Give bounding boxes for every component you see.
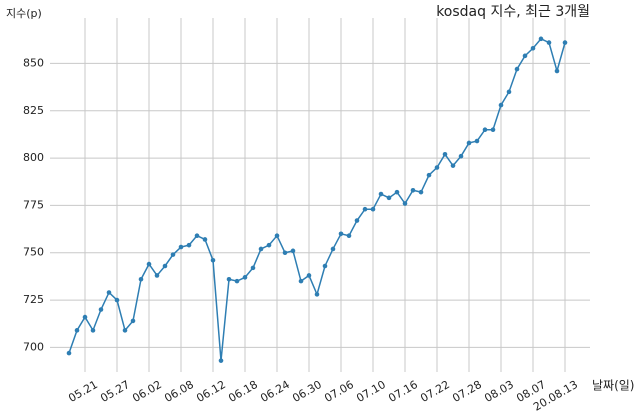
point: [546, 40, 552, 45]
point: [386, 195, 392, 201]
point: [346, 233, 352, 239]
point: [154, 273, 160, 278]
point: [106, 290, 112, 295]
y-tick-label: 825: [23, 104, 44, 117]
point: [90, 328, 96, 333]
x-tick-label: 07.28: [450, 378, 484, 405]
point: [514, 66, 520, 72]
point: [202, 237, 208, 242]
point: [426, 172, 432, 178]
point: [498, 102, 504, 108]
point: [554, 68, 560, 74]
x-tick-label: 05.21: [66, 378, 100, 405]
x-tick-label: 06.30: [290, 378, 324, 405]
point: [290, 248, 296, 254]
point: [362, 206, 368, 212]
point: [442, 151, 448, 157]
point: [210, 258, 216, 263]
x-axis-label: 날짜(일): [592, 379, 634, 393]
x-tick-label: 06.18: [226, 378, 260, 405]
point: [298, 278, 304, 284]
point: [522, 53, 528, 59]
point: [458, 153, 464, 159]
point: [474, 138, 480, 144]
point: [130, 318, 136, 324]
point: [218, 358, 224, 363]
point: [418, 189, 424, 195]
x-tick-label: 07.22: [418, 378, 452, 405]
x-tick-label: 06.12: [194, 378, 228, 405]
point: [250, 265, 256, 271]
point: [178, 244, 184, 250]
y-tick-label: 800: [23, 151, 44, 164]
x-tick-label: 08.03: [482, 378, 516, 405]
point: [466, 140, 472, 146]
point: [490, 127, 496, 132]
y-tick-label: 750: [23, 246, 44, 259]
x-tick-label: 07.16: [386, 378, 420, 405]
point: [506, 89, 512, 95]
point: [434, 165, 440, 170]
point: [66, 350, 72, 356]
chart-title: kosdaq 지수, 최근 3개월: [436, 4, 590, 20]
point: [114, 297, 120, 303]
point: [330, 246, 336, 252]
point: [234, 278, 240, 284]
x-tick-label: 07.06: [322, 378, 356, 405]
y-tick-label: 700: [23, 340, 44, 353]
point: [370, 206, 376, 212]
point: [354, 218, 360, 223]
x-tick-label: 06.24: [258, 378, 292, 405]
point: [450, 163, 456, 168]
point: [242, 275, 248, 280]
point: [258, 246, 264, 252]
point: [146, 261, 152, 267]
point: [314, 292, 320, 297]
point: [274, 233, 280, 239]
point: [226, 276, 232, 282]
x-tick-label: 07.10: [354, 378, 388, 405]
y-tick-label: 725: [23, 293, 44, 306]
point: [266, 242, 272, 248]
point: [538, 36, 544, 42]
point: [282, 250, 288, 256]
y-axis-label: 지수(p): [6, 7, 42, 20]
point: [98, 307, 104, 312]
point: [322, 263, 328, 269]
point: [306, 273, 312, 278]
point: [122, 328, 128, 333]
point: [394, 189, 400, 195]
point: [530, 45, 536, 51]
point: [162, 263, 168, 269]
point: [562, 40, 568, 45]
point: [378, 191, 384, 197]
y-tick-label: 850: [23, 56, 44, 69]
point: [186, 242, 192, 248]
line: [68, 37, 566, 361]
point: [170, 252, 176, 257]
point: [410, 187, 416, 193]
point: [82, 314, 88, 320]
point: [74, 328, 80, 333]
point: [138, 276, 144, 282]
point: [402, 201, 408, 206]
point: [194, 233, 200, 239]
point: [338, 231, 344, 237]
point: [482, 127, 488, 132]
x-tick-label: 06.08: [162, 378, 196, 405]
y-tick-label: 775: [23, 198, 44, 211]
x-tick-label: 06.02: [130, 378, 164, 405]
x-tick-label: 05.27: [98, 378, 132, 405]
